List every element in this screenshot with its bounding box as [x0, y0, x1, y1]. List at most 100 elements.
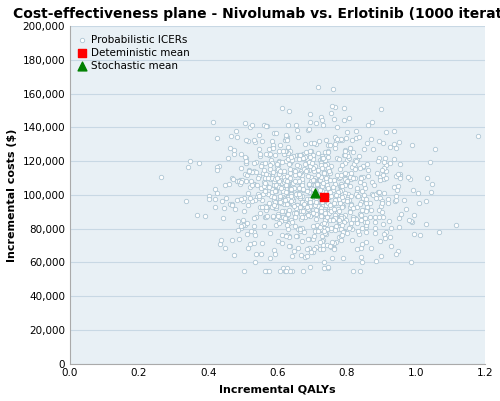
Probabilistic ICERs	[384, 218, 392, 225]
Probabilistic ICERs	[386, 160, 394, 166]
Probabilistic ICERs	[282, 233, 290, 240]
Probabilistic ICERs	[370, 214, 378, 221]
Probabilistic ICERs	[327, 109, 335, 116]
Probabilistic ICERs	[338, 194, 346, 200]
Probabilistic ICERs	[277, 199, 285, 206]
Probabilistic ICERs	[261, 160, 269, 166]
Probabilistic ICERs	[294, 206, 302, 213]
Probabilistic ICERs	[320, 220, 328, 226]
Probabilistic ICERs	[282, 188, 290, 195]
Probabilistic ICERs	[300, 155, 308, 162]
Probabilistic ICERs	[254, 174, 262, 181]
Probabilistic ICERs	[264, 174, 272, 181]
Probabilistic ICERs	[334, 189, 342, 195]
Probabilistic ICERs	[342, 178, 349, 184]
Probabilistic ICERs	[435, 229, 443, 235]
Probabilistic ICERs	[278, 188, 286, 194]
Probabilistic ICERs	[352, 246, 360, 253]
Probabilistic ICERs	[272, 152, 280, 158]
Probabilistic ICERs	[379, 214, 387, 220]
Probabilistic ICERs	[324, 149, 332, 156]
Probabilistic ICERs	[246, 240, 254, 247]
Probabilistic ICERs	[357, 217, 365, 223]
Probabilistic ICERs	[214, 135, 222, 142]
Probabilistic ICERs	[297, 216, 305, 222]
Probabilistic ICERs	[304, 253, 312, 259]
Probabilistic ICERs	[280, 192, 288, 198]
Probabilistic ICERs	[282, 197, 290, 204]
Probabilistic ICERs	[394, 171, 402, 177]
Probabilistic ICERs	[302, 155, 310, 162]
Probabilistic ICERs	[344, 194, 352, 200]
Probabilistic ICERs	[321, 217, 329, 224]
Probabilistic ICERs	[348, 237, 356, 243]
Probabilistic ICERs	[410, 212, 418, 219]
Probabilistic ICERs	[273, 163, 281, 169]
Probabilistic ICERs	[276, 142, 284, 148]
Probabilistic ICERs	[296, 225, 304, 232]
Probabilistic ICERs	[307, 211, 315, 218]
Probabilistic ICERs	[280, 171, 288, 178]
Probabilistic ICERs	[282, 185, 290, 192]
Probabilistic ICERs	[322, 231, 330, 238]
Probabilistic ICERs	[300, 166, 308, 172]
Probabilistic ICERs	[284, 122, 292, 128]
Probabilistic ICERs	[270, 186, 278, 193]
Probabilistic ICERs	[266, 192, 274, 199]
Probabilistic ICERs	[276, 213, 284, 220]
Probabilistic ICERs	[263, 122, 271, 129]
Probabilistic ICERs	[344, 170, 351, 177]
Probabilistic ICERs	[377, 105, 385, 112]
Probabilistic ICERs	[378, 197, 386, 204]
Probabilistic ICERs	[338, 190, 346, 196]
Probabilistic ICERs	[332, 136, 340, 142]
Probabilistic ICERs	[311, 190, 319, 196]
Probabilistic ICERs	[309, 156, 317, 162]
Probabilistic ICERs	[236, 179, 244, 185]
Probabilistic ICERs	[340, 192, 347, 199]
Probabilistic ICERs	[265, 184, 273, 190]
Probabilistic ICERs	[258, 204, 266, 211]
Probabilistic ICERs	[258, 161, 266, 167]
Probabilistic ICERs	[290, 202, 298, 209]
Probabilistic ICERs	[237, 223, 245, 229]
Probabilistic ICERs	[250, 181, 258, 187]
Deteministic mean	[320, 194, 328, 200]
Probabilistic ICERs	[237, 196, 245, 203]
Stochastic mean	[312, 190, 320, 196]
Legend: Probabilistic ICERs, Deteministic mean, Stochastic mean: Probabilistic ICERs, Deteministic mean, …	[74, 30, 194, 75]
Probabilistic ICERs	[324, 213, 332, 220]
Probabilistic ICERs	[241, 171, 249, 178]
Probabilistic ICERs	[372, 195, 380, 201]
Probabilistic ICERs	[322, 208, 330, 215]
Probabilistic ICERs	[284, 194, 292, 200]
Probabilistic ICERs	[358, 241, 366, 247]
Probabilistic ICERs	[327, 227, 335, 233]
Probabilistic ICERs	[358, 188, 366, 194]
Probabilistic ICERs	[348, 214, 356, 220]
Probabilistic ICERs	[341, 152, 349, 158]
Probabilistic ICERs	[312, 216, 320, 222]
Probabilistic ICERs	[312, 244, 320, 251]
Probabilistic ICERs	[321, 210, 329, 217]
Probabilistic ICERs	[313, 182, 321, 188]
Probabilistic ICERs	[360, 181, 368, 187]
Probabilistic ICERs	[241, 154, 249, 160]
Probabilistic ICERs	[314, 228, 322, 234]
Probabilistic ICERs	[258, 162, 266, 169]
Probabilistic ICERs	[272, 204, 280, 211]
Probabilistic ICERs	[317, 226, 325, 232]
Probabilistic ICERs	[292, 210, 300, 216]
Probabilistic ICERs	[346, 209, 354, 215]
Probabilistic ICERs	[255, 192, 263, 199]
Probabilistic ICERs	[406, 175, 413, 182]
Probabilistic ICERs	[346, 176, 354, 182]
Probabilistic ICERs	[396, 224, 404, 230]
Probabilistic ICERs	[352, 215, 360, 221]
Probabilistic ICERs	[336, 174, 344, 180]
Probabilistic ICERs	[270, 247, 278, 254]
Probabilistic ICERs	[252, 197, 260, 203]
Probabilistic ICERs	[286, 198, 294, 205]
Probabilistic ICERs	[284, 181, 292, 187]
Probabilistic ICERs	[274, 158, 282, 164]
